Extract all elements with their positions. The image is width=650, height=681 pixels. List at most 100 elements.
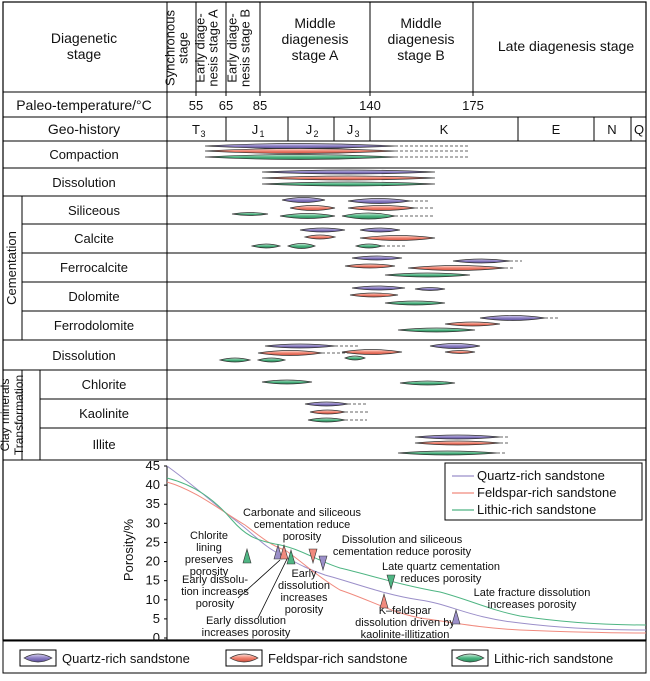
diagenetic-stage-label: stage <box>67 46 101 62</box>
lithic-bar <box>218 357 252 363</box>
stage-label-text: Early diage- <box>225 13 240 82</box>
annotation-carbonate: porosity <box>283 531 322 543</box>
y-tick-label: 10 <box>146 592 160 607</box>
temperature-value: 175 <box>462 98 484 113</box>
lithic-bar <box>341 212 396 220</box>
cementation-group-label: Cementation <box>4 231 19 305</box>
stage-label-vertical: Early diage-nesis stage A <box>193 9 221 87</box>
porosity-legend-box <box>444 462 643 521</box>
quartz-bar <box>429 343 481 349</box>
y-tick-label: 45 <box>146 458 160 473</box>
lithic-bar <box>231 212 269 216</box>
row-ferrodolomite: Ferrodolomite <box>54 318 134 333</box>
stage-middle-a-label: Middle <box>294 15 335 31</box>
clay-group-label: Clay minerals Transformation <box>0 375 26 455</box>
feldspar-bar <box>347 205 416 211</box>
quartz-bar <box>414 434 501 440</box>
annotation-chlorite: porosity <box>190 566 229 578</box>
y-tick-label: 15 <box>146 573 160 588</box>
feldspar-bar <box>289 205 336 211</box>
quartz-bar <box>281 197 326 203</box>
lithic-bar <box>307 417 346 423</box>
paleo-temperature-label: Paleo-temperature/°C <box>16 97 152 113</box>
annotation-dissolution-siliceous: Dissolution and siliceous <box>342 534 463 546</box>
feldspar-bar <box>341 349 403 355</box>
feldspar-bar <box>204 148 396 154</box>
quartz-curve <box>166 465 647 631</box>
y-tick-label: 25 <box>146 534 160 549</box>
lithic-bar <box>261 181 436 187</box>
marker-chlorite <box>242 547 252 564</box>
svg-text:Transformation: Transformation <box>12 375 26 455</box>
marker-early-lithic <box>286 548 296 565</box>
legend-swatch <box>229 653 259 663</box>
row-compaction: Compaction <box>49 147 118 162</box>
leader-early-blue <box>237 559 281 599</box>
annotation-early-dissolution-green: porosity <box>285 604 324 616</box>
quartz-bar <box>414 287 446 291</box>
temperature-value: 140 <box>359 98 381 113</box>
geo-period-subscript: 1 <box>259 129 264 139</box>
feldspar-bar <box>444 321 501 327</box>
annotation-early-dissolution-blue: tion increases <box>181 586 249 598</box>
marker-kfeldspar <box>379 592 389 609</box>
feldspar-bar <box>344 263 396 269</box>
feldspar-curve <box>166 481 647 634</box>
annotation-early-dissolution-red: increases porosity <box>202 627 291 639</box>
stage-middle-a-label: diagenesis <box>282 31 349 47</box>
lithic-bar <box>397 327 476 333</box>
marker-early-quartz <box>273 543 283 560</box>
lithic-bar <box>344 355 366 361</box>
quartz-bar <box>479 315 546 321</box>
svg-text:Cementation: Cementation <box>4 231 19 305</box>
porosity-legend: Quartz-rich sandstone Feldspar-rich sands… <box>444 462 643 521</box>
annotation-carbonate: cementation reduce <box>254 519 351 531</box>
annotation-late-fracture: increases porosity <box>488 599 577 611</box>
geo-period-subscript: 2 <box>313 129 318 139</box>
quartz-bar <box>264 343 336 349</box>
annotation-late-quartz: reduces porosity <box>401 573 482 585</box>
geo-period-subscript: 3 <box>354 129 359 139</box>
lithic-bar <box>256 357 287 363</box>
geo-period: Q <box>634 122 644 137</box>
annotation-early-dissolution-green: Early <box>291 568 317 580</box>
annotation-early-dissolution-blue: Early dissolu- <box>182 574 248 586</box>
geo-period: T <box>192 122 200 137</box>
lithic-bar <box>261 379 313 385</box>
stage-late-label: Late diagenesis stage <box>498 38 634 54</box>
annotation-carbonate: Carbonate and siliceous <box>243 507 362 519</box>
row-calcite: Calcite <box>74 231 114 246</box>
annotation-kfeldspar: K–feldspar <box>379 605 432 617</box>
quartz-bar <box>351 255 403 261</box>
marker-late-quartz <box>386 574 396 591</box>
row-dissolution-2: Dissolution <box>52 348 116 363</box>
stage-middle-a-label: stage A <box>292 47 339 63</box>
feldspar-bar <box>444 350 476 354</box>
stage-label-text: nesis stage A <box>206 9 221 87</box>
feldspar-bar <box>261 175 436 181</box>
stage-label-text: nesis stage B <box>238 9 253 87</box>
bottom-legend: Quartz-rich sandstone Feldspar-rich sands… <box>2 640 647 674</box>
y-tick-label: 0 <box>153 630 160 645</box>
bottom-legend-entry: Lithic-rich sandstone <box>494 651 613 666</box>
annotation-early-dissolution-green: increases <box>280 592 328 604</box>
legend-entry: Lithic-rich sandstone <box>477 502 596 517</box>
lithic-bar <box>384 272 471 278</box>
y-tick-label: 35 <box>146 496 160 511</box>
marker-dissolution-quartz <box>318 555 328 572</box>
geo-history-label: Geo-history <box>48 121 120 137</box>
geo-period-subscript: 3 <box>200 129 205 139</box>
lithic-bar <box>286 243 317 249</box>
annotation-late-quartz: Late quartz cementation <box>382 561 500 573</box>
lithic-bar <box>279 213 336 219</box>
annotation-kfeldspar: kaolinite-illitization <box>361 629 450 641</box>
geo-period: J <box>347 122 354 137</box>
lithic-bar <box>384 300 446 306</box>
row-dolomite: Dolomite <box>68 289 119 304</box>
geo-period: J <box>252 122 259 137</box>
annotation-early-dissolution-blue: porosity <box>196 598 235 610</box>
bottom-legend-entry: Quartz-rich sandstone <box>62 651 190 666</box>
feldspar-bar <box>309 409 346 415</box>
